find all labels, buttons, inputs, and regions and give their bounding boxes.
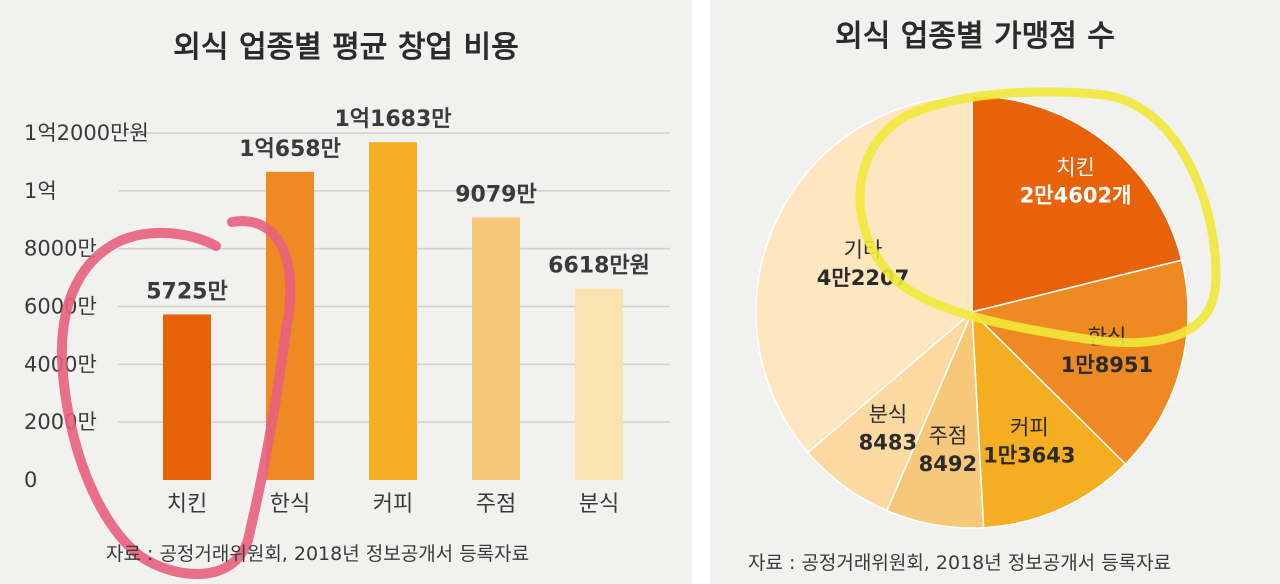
- pie-slice-value: 8492: [919, 452, 977, 476]
- bar-y-tick-label: 8000만: [24, 237, 97, 261]
- pie-slice-name: 주점: [929, 424, 968, 448]
- pie-slice-labels: 치킨2만4602개한식1만8951커피1만3643주점8492분식8483기타4…: [817, 156, 1153, 476]
- pie-slice-name: 치킨: [1056, 156, 1095, 180]
- bar-category-labels: 치킨 한식 커피 주점 분식: [167, 492, 619, 517]
- bar-value-label: 6618만원: [548, 254, 650, 279]
- pie-slice-label: 치킨 2만4602개: [1020, 156, 1132, 208]
- bar-value-label: 9079만: [455, 182, 536, 207]
- pie-slice-value: 2만4602개: [1020, 184, 1132, 208]
- bar-value-labels: 5725만 1억658만 1억1683만 9079만 6618만원: [146, 107, 650, 304]
- bar-value-label: 1억1683만: [334, 107, 451, 132]
- pie-chart-title: 외식 업종별 가맹점 수: [835, 19, 1115, 54]
- bar-value-label: 1억658만: [239, 137, 341, 162]
- pie-slice-name: 분식: [869, 402, 908, 426]
- bar-category-label: 주점: [476, 492, 516, 517]
- bar-source-text: 자료 : 공정거래위원회, 2018년 정보공개서 등록자료: [106, 543, 529, 565]
- pie-slice-label: 분식 8483: [859, 402, 917, 454]
- pie-slice-label: 주점 8492: [919, 424, 977, 476]
- bar-chart-title: 외식 업종별 평균 창업 비용: [173, 30, 518, 65]
- pie-slice-name: 커피: [1010, 416, 1049, 440]
- bar-y-tick-label: 2000만: [24, 410, 97, 434]
- bar-y-tick-label: 1억: [24, 179, 57, 203]
- pie-slice-value: 8483: [859, 430, 917, 454]
- pie-slice-value: 1만3643: [983, 444, 1075, 468]
- pie-chart: 외식 업종별 가맹점 수 치킨2만4602개한식1만8951커피1만3643주점…: [748, 19, 1221, 574]
- bar-1: [163, 314, 211, 480]
- pie-slice-label: 커피 1만3643: [983, 416, 1075, 468]
- bar-chart-panel: 외식 업종별 평균 창업 비용 0 2000만 4000만 6000만 8000만 1억 1…: [0, 0, 692, 584]
- bar-chart: 외식 업종별 평균 창업 비용 02000만4000만6000만8000만1억1…: [24, 30, 670, 580]
- pie-slice-5: [806, 311, 973, 512]
- bar-category-label: 치킨: [167, 492, 207, 517]
- bar-4: [472, 217, 520, 480]
- bar-5: [575, 288, 623, 480]
- pie-slice-2: [970, 259, 1189, 466]
- pie-slice-value: 1만8951: [1061, 353, 1153, 377]
- bar-y-tick-label: 1억2000만원: [24, 121, 149, 145]
- bar-category-label: 커피: [373, 492, 413, 517]
- bar-3: [369, 142, 417, 481]
- bar-value-label: 5725만: [146, 279, 227, 304]
- bar-y-tick-label: 0: [24, 468, 37, 492]
- pie-slice-4: [885, 311, 985, 529]
- pie-source-text: 자료 : 공정거래위원회, 2018년 정보공개서 등록자료: [748, 552, 1171, 574]
- pie-slice-3: [971, 310, 1127, 529]
- bar-category-label: 한식: [270, 492, 310, 517]
- yellow-circle-annotation: [855, 87, 1221, 348]
- pie-slice-6: [755, 95, 973, 454]
- pink-circle-annotation: [56, 216, 296, 580]
- bar-y-tick-label: 6000만: [24, 295, 97, 319]
- pie-slices: [755, 95, 1189, 529]
- pie-slice-1: [971, 95, 1183, 313]
- bar-category-label: 분식: [579, 492, 619, 517]
- pie-chart-panel: 외식 업종별 가맹점 수 치킨 2만4602개 한식 1만8951 커피 1만3643 주점…: [710, 0, 1280, 584]
- bar-series: [163, 142, 623, 481]
